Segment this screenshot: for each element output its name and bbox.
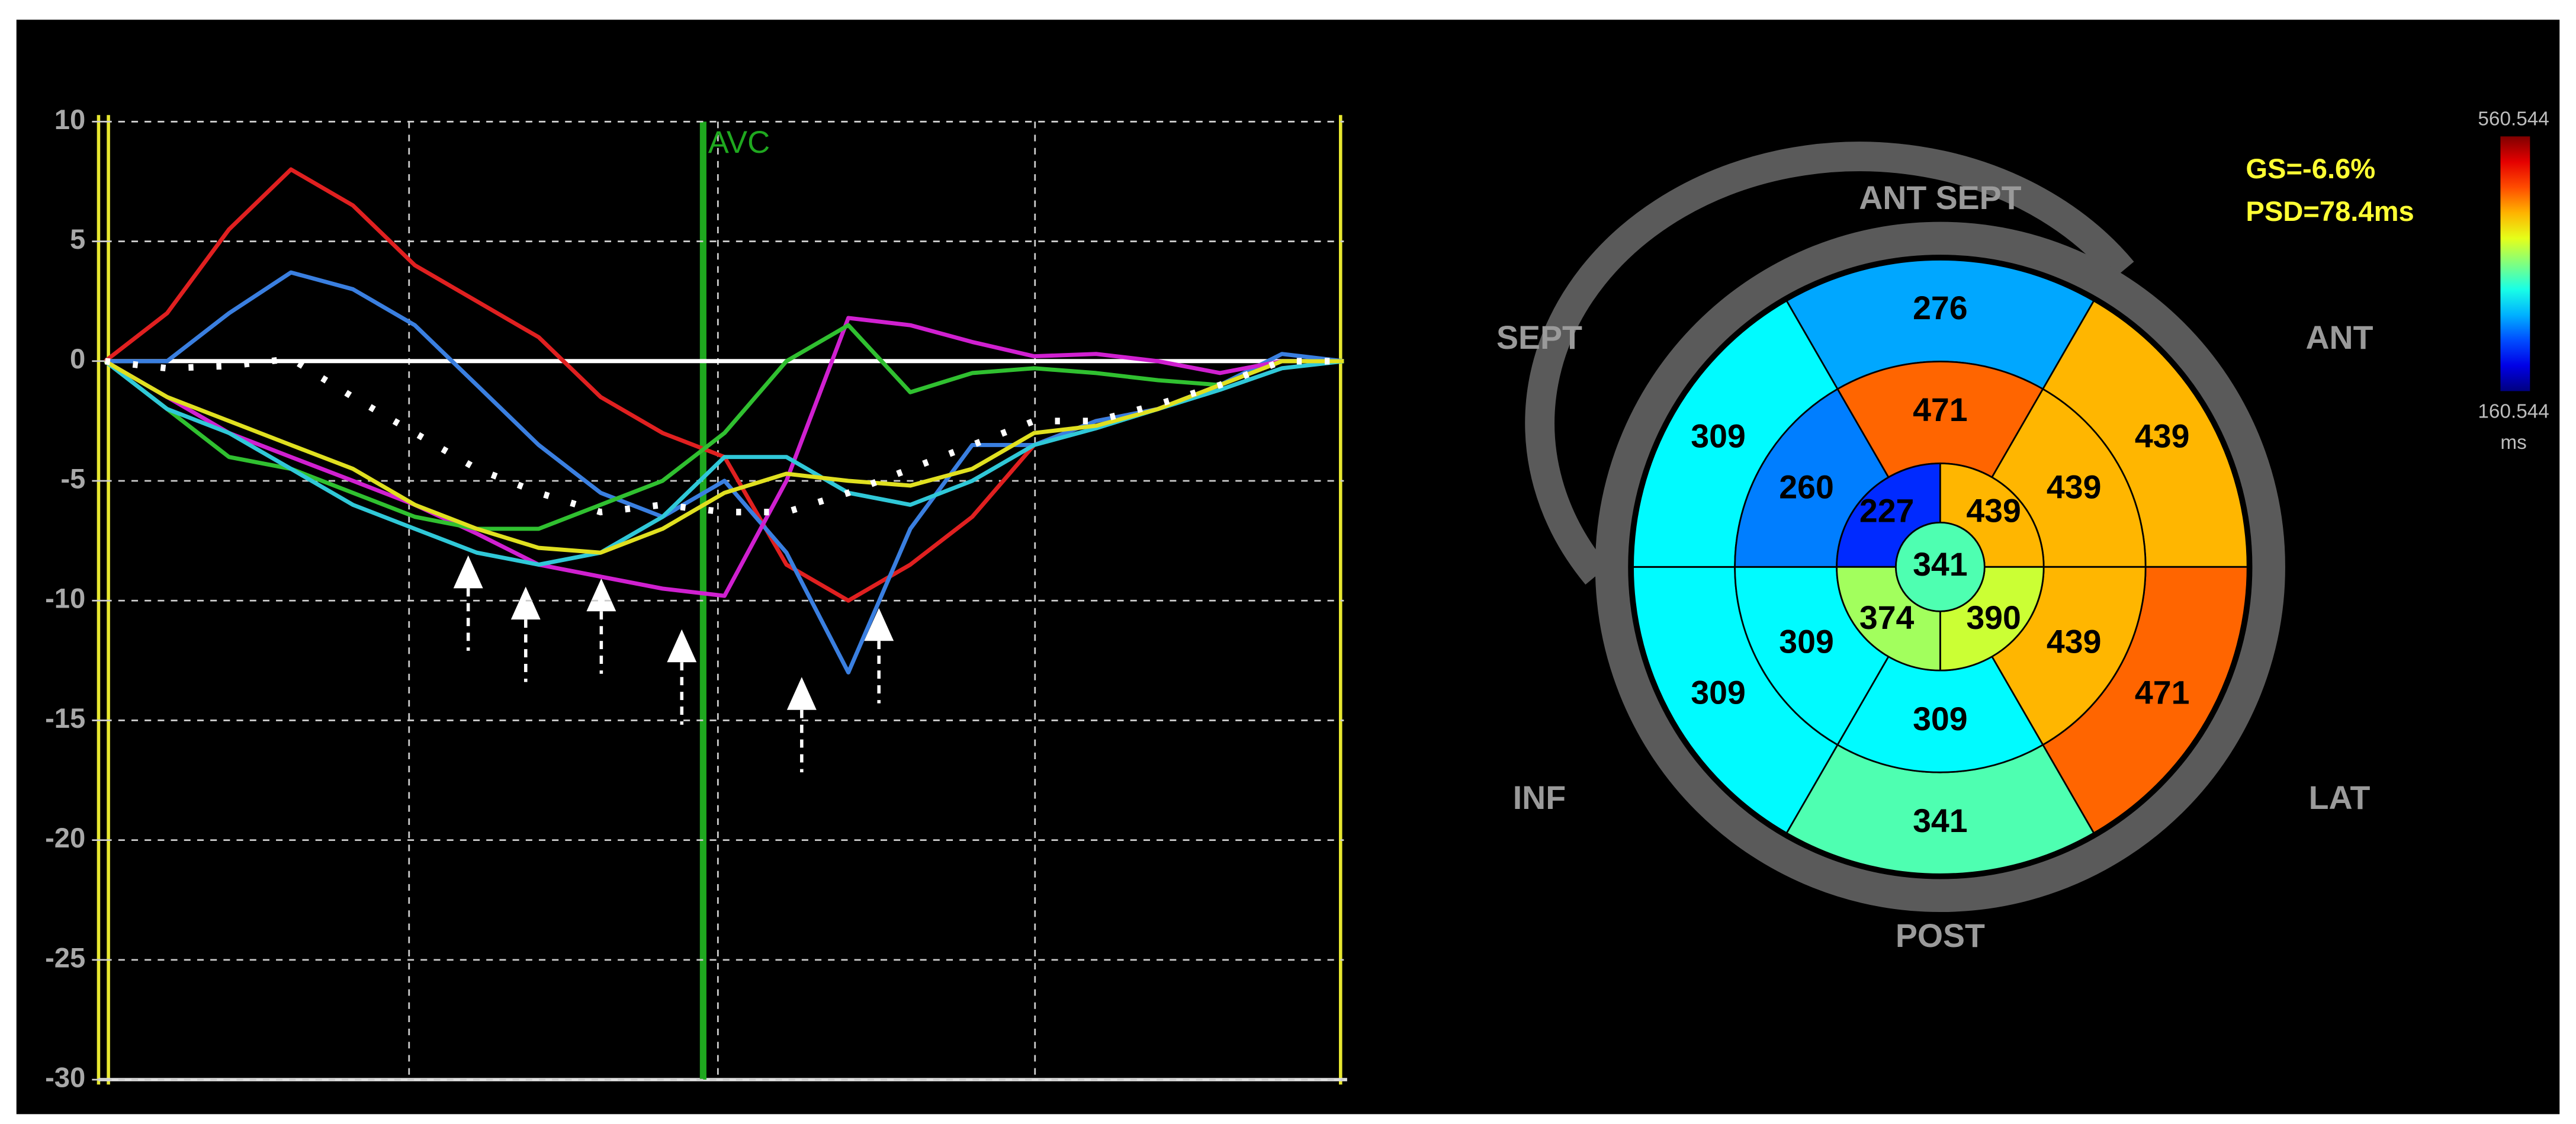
y-tick-label: 5 — [70, 223, 85, 255]
segment-value: 471 — [2135, 674, 2190, 711]
series-line — [104, 316, 1344, 598]
y-tick-label: -5 — [60, 463, 85, 494]
y-tick-label: -25 — [45, 942, 85, 973]
orientation-label: LAT — [2309, 779, 2371, 816]
colorbar — [2500, 136, 2530, 391]
outer-ring — [1595, 221, 2285, 913]
segment-value: 309 — [1913, 701, 1968, 737]
segment-value: 439 — [2047, 469, 2102, 506]
psd-label: PSD=78.4ms — [2246, 195, 2414, 227]
arrow-head — [453, 555, 483, 589]
segment-value: 309 — [1691, 674, 1746, 711]
segment-value: 374 — [1859, 599, 1915, 636]
segment-value: 260 — [1779, 469, 1834, 506]
segment-value: 341 — [1913, 546, 1968, 583]
arrow-head — [510, 586, 541, 620]
arrows — [453, 555, 894, 773]
orientation-label: ANT — [2306, 319, 2373, 356]
series-line — [104, 359, 1344, 555]
segment-value: 227 — [1859, 493, 1915, 529]
orientation-label: SEPT — [1496, 319, 1582, 356]
y-tick-label: 10 — [54, 104, 85, 135]
y-tick-label: -30 — [45, 1062, 85, 1093]
segment-value: 390 — [1966, 599, 2021, 636]
gs-label: GS=-6.6% — [2246, 153, 2375, 184]
arrow-head — [667, 629, 697, 663]
arrow-head — [586, 578, 616, 612]
arrow-head — [864, 608, 894, 641]
y-tick-label: -20 — [45, 822, 85, 853]
apex-segment — [1895, 522, 1986, 612]
colorbar-min: 160.544 — [2478, 400, 2549, 422]
segment-value: 341 — [1913, 802, 1968, 839]
segment-value: 439 — [2047, 623, 2102, 660]
y-tick-label: -10 — [45, 583, 85, 614]
segment-value: 471 — [1913, 391, 1968, 428]
colorbar-unit: ms — [2500, 432, 2526, 454]
segment-value: 276 — [1913, 290, 1968, 326]
loop — [1525, 142, 2134, 585]
avc-label: AVC — [708, 125, 770, 160]
y-tick-label: 0 — [70, 343, 85, 374]
orientation-label: INF — [1513, 779, 1566, 816]
orientation-label: ANT SEPT — [1859, 179, 2021, 216]
segment-value: 309 — [1691, 418, 1746, 455]
segment-value: 439 — [2135, 418, 2190, 455]
colorbar-max: 560.544 — [2478, 108, 2549, 130]
series-line — [104, 323, 1344, 531]
orientation-label: POST — [1896, 917, 1985, 954]
y-tick-label: -15 — [45, 702, 85, 734]
arrow-head — [786, 677, 817, 710]
segment-value: 439 — [1966, 493, 2021, 529]
segment-value: 309 — [1779, 623, 1834, 660]
series-line — [104, 355, 1344, 516]
